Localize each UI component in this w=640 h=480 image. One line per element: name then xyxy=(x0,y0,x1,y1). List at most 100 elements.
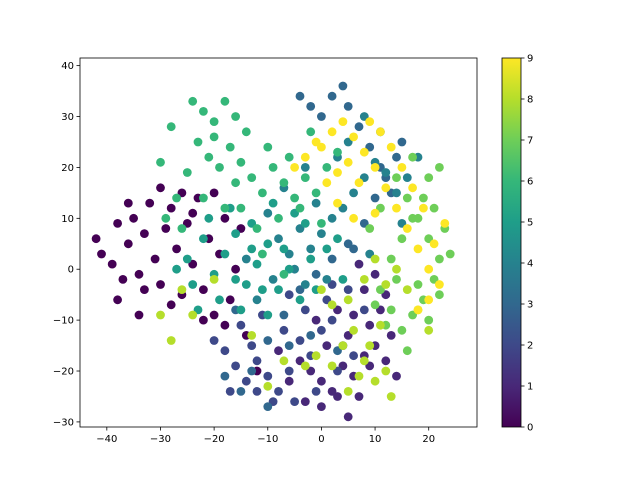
point-label-9-29 xyxy=(311,137,321,147)
point-label-9-18 xyxy=(413,305,423,315)
point-label-0-7 xyxy=(140,229,149,239)
colorbar-frame xyxy=(501,57,522,428)
point-label-6-7 xyxy=(204,152,214,162)
point-label-0-3 xyxy=(118,275,128,284)
point-label-3-17 xyxy=(338,81,348,91)
point-label-8-17 xyxy=(343,295,353,305)
point-label-8-30 xyxy=(386,392,396,401)
point-label-5-4 xyxy=(231,229,241,239)
point-label-0-11 xyxy=(161,224,171,233)
y-tick-label-7: 40 xyxy=(61,61,74,72)
point-label-6-9 xyxy=(225,142,235,152)
point-label-3-15 xyxy=(306,102,316,111)
point-label-6-2 xyxy=(209,117,219,126)
point-label-7-4 xyxy=(435,254,444,264)
colorbar-tick-label-3: 3 xyxy=(527,300,533,311)
point-label-2-17 xyxy=(311,387,321,396)
point-label-5-19 xyxy=(338,275,348,284)
point-label-8-29 xyxy=(279,356,289,366)
point-label-5-31 xyxy=(247,244,257,254)
point-label-2-11 xyxy=(327,315,337,325)
y-tick-label-3: 0 xyxy=(68,265,74,276)
point-label-7-15 xyxy=(429,203,439,213)
point-label-1-20 xyxy=(311,315,321,325)
point-label-2-0 xyxy=(209,336,219,345)
point-label-7-25 xyxy=(365,224,375,233)
point-label-5-0 xyxy=(182,254,192,264)
point-label-6-5 xyxy=(241,127,251,137)
point-label-3-1 xyxy=(279,310,289,320)
point-label-4-0 xyxy=(274,234,283,244)
point-label-4-10 xyxy=(381,168,391,177)
point-label-3-23 xyxy=(306,331,316,340)
point-label-6-14 xyxy=(279,178,289,188)
point-label-1-13 xyxy=(274,346,283,356)
x-tick-label-0: −40 xyxy=(96,434,117,445)
y-tick-label-5: 20 xyxy=(61,163,74,174)
point-label-4-22 xyxy=(263,208,273,218)
point-label-3-0 xyxy=(263,336,273,345)
point-label-0-18 xyxy=(199,285,208,294)
point-label-2-16 xyxy=(290,397,299,406)
y-tick-label-6: 30 xyxy=(61,112,74,123)
point-label-1-29 xyxy=(343,412,353,422)
point-label-2-27 xyxy=(247,341,257,350)
point-label-7-0 xyxy=(392,173,401,183)
point-label-8-21 xyxy=(392,264,401,274)
point-label-6-22 xyxy=(161,213,171,223)
point-label-6-38 xyxy=(258,249,267,259)
point-label-6-6 xyxy=(193,137,203,147)
point-label-8-10 xyxy=(343,387,353,396)
point-label-8-7 xyxy=(359,356,369,366)
point-label-2-28 xyxy=(284,290,294,300)
point-label-6-33 xyxy=(263,142,273,152)
point-label-8-24 xyxy=(424,325,434,335)
point-label-7-24 xyxy=(424,315,434,325)
point-label-6-30 xyxy=(166,122,176,132)
point-label-1-19 xyxy=(349,310,358,320)
point-label-7-12 xyxy=(397,234,407,244)
y-tick-label-1: −20 xyxy=(53,367,74,378)
point-label-8-11 xyxy=(354,371,364,381)
point-label-9-15 xyxy=(424,264,434,274)
point-label-0-12 xyxy=(166,203,176,213)
point-label-1-14 xyxy=(322,341,332,350)
point-label-9-27 xyxy=(354,178,364,188)
point-label-6-21 xyxy=(172,193,182,203)
point-label-2-21 xyxy=(279,325,289,335)
point-label-6-4 xyxy=(231,112,241,121)
point-label-0-0 xyxy=(91,234,101,244)
point-label-1-2 xyxy=(317,376,326,386)
point-label-3-9 xyxy=(392,152,401,162)
point-label-9-20 xyxy=(440,219,450,228)
point-label-0-5 xyxy=(129,213,139,223)
point-label-9-5 xyxy=(349,132,358,142)
point-label-6-26 xyxy=(252,224,262,233)
point-label-0-26 xyxy=(113,295,122,305)
point-label-7-17 xyxy=(445,249,455,259)
point-label-5-3 xyxy=(220,249,230,259)
point-label-2-14 xyxy=(252,387,262,396)
point-label-0-23 xyxy=(225,295,235,305)
point-label-8-16 xyxy=(327,300,337,310)
point-label-3-20 xyxy=(236,387,246,396)
point-label-6-3 xyxy=(220,96,230,106)
point-label-7-27 xyxy=(424,173,434,183)
scatter-points xyxy=(91,81,455,422)
point-label-9-19 xyxy=(429,239,439,249)
point-label-2-6 xyxy=(274,387,283,396)
point-label-0-1 xyxy=(97,249,106,259)
point-label-4-20 xyxy=(252,295,262,305)
point-label-6-11 xyxy=(247,173,257,183)
colorbar-tick-label-0: 0 xyxy=(527,423,533,434)
point-label-7-11 xyxy=(386,254,396,264)
point-label-5-6 xyxy=(252,259,262,269)
point-label-5-5 xyxy=(241,280,251,289)
x-tick-label-3: −10 xyxy=(257,434,278,445)
point-label-6-35 xyxy=(306,127,316,137)
point-label-7-8 xyxy=(397,325,407,335)
colorbar-tick-label-6: 6 xyxy=(527,177,533,188)
point-label-9-6 xyxy=(359,147,369,157)
point-label-6-12 xyxy=(258,188,267,198)
